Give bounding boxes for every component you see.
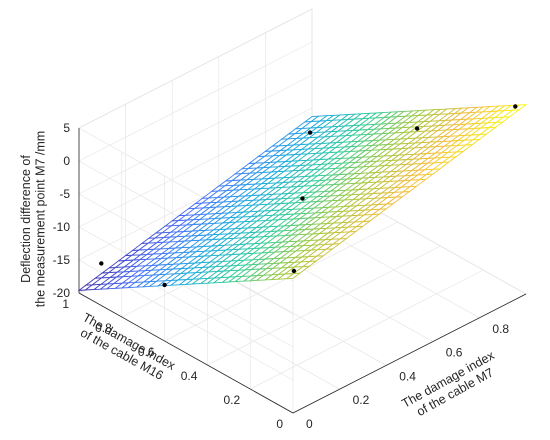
z-axis-label: Deflection difference ofthe measurement … — [19, 131, 48, 307]
data-points — [99, 104, 518, 288]
z-axis-label-line: the measurement point M7 /mm — [34, 131, 48, 307]
surface-mesh — [77, 104, 528, 291]
tick-labels: -20 -15 -10 -5 0 5 0 0.2 0.4 0.6 0.8 1 0 0.2 0.4 0.6 0.8 — [53, 121, 510, 431]
x-tick-label: 0 — [306, 417, 313, 431]
data-point — [99, 261, 104, 266]
data-point — [162, 282, 167, 288]
x-tick-label: 0.8 — [492, 322, 509, 336]
x-tick-label: 0.4 — [399, 369, 416, 383]
x-tick-label: 0.6 — [446, 346, 463, 360]
data-point — [300, 196, 305, 201]
z-tick-label: -20 — [53, 286, 71, 300]
y-tick-label: 0.4 — [181, 369, 198, 383]
data-point — [414, 126, 420, 131]
mesh-cell — [511, 104, 528, 111]
y-tick-label: 0.8 — [95, 321, 112, 335]
z-tick-label: -15 — [53, 253, 71, 267]
x-tick-label: 0.2 — [353, 393, 370, 407]
y-tick-label: 0.6 — [138, 345, 155, 359]
x-axis-line — [292, 293, 527, 414]
z-axis-label-line: Deflection difference of — [19, 155, 33, 283]
z-tick-label: -10 — [53, 220, 71, 234]
y-tick-label: 0.2 — [224, 393, 241, 407]
data-point — [307, 130, 313, 135]
y-axis-line — [78, 292, 294, 414]
y-tick-label: 1 — [62, 297, 69, 311]
z-tick-label: 0 — [63, 154, 70, 168]
z-tick-label: -5 — [59, 187, 70, 201]
data-point — [291, 268, 297, 274]
z-tick-label: 5 — [63, 121, 70, 135]
data-point — [513, 104, 518, 109]
axes-back-panes — [78, 8, 527, 414]
y-tick-label: 0 — [276, 417, 283, 431]
